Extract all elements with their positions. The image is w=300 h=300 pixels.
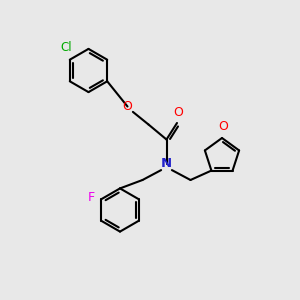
Text: O: O <box>174 106 183 119</box>
Text: N: N <box>161 157 172 170</box>
Text: Cl: Cl <box>60 41 72 54</box>
Text: O: O <box>123 100 132 113</box>
Text: F: F <box>88 191 95 204</box>
Text: O: O <box>219 121 228 134</box>
